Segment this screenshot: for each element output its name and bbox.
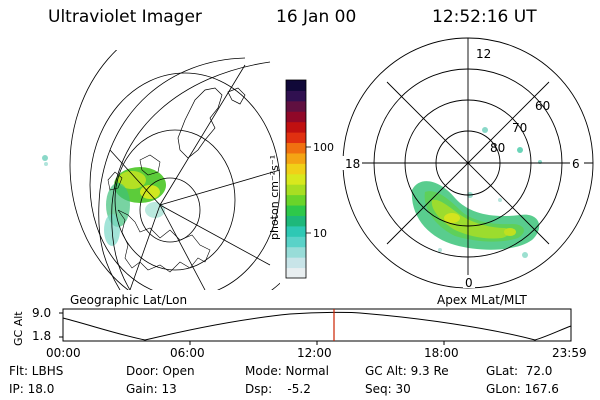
colorbar-segment [286, 236, 306, 248]
info-glat: GLat: 72.0 [486, 364, 553, 378]
colorbar-segment [286, 111, 306, 123]
polar-map [342, 37, 594, 289]
colorbar-segment [286, 80, 306, 91]
mlt-label-00: 0 [465, 276, 473, 290]
right-map-caption: Apex MLat/MLT [437, 293, 527, 307]
timeline-plot [59, 308, 572, 345]
colorbar-tick-100: 100 [313, 141, 334, 154]
info-filter: Flt: LBHS [9, 364, 64, 378]
timeline-xtick-1800: 18:00 [424, 346, 459, 360]
colorbar-segment [286, 215, 306, 227]
info-gain: Gain: 13 [126, 382, 177, 396]
colorbar-tick-10: 10 [313, 227, 327, 240]
timeline-ytick-bottom: 1.8 [32, 329, 51, 343]
colorbar-unit-label: photon cm⁻²s⁻¹ [268, 155, 281, 240]
colorbar-segment [286, 121, 306, 133]
mlt-label-12: 12 [476, 47, 491, 61]
timeline-xtick-1200: 12:00 [297, 346, 332, 360]
mlt-label-06: 6 [572, 157, 580, 171]
mlat-label-60: 60 [535, 99, 550, 113]
colorbar-segment [286, 194, 306, 206]
colorbar-segment [286, 152, 306, 164]
info-gc-alt: GC Alt: 9.3 Re [365, 364, 449, 378]
timeline-xtick-2359: 23:59 [552, 346, 587, 360]
colorbar-segment [286, 246, 306, 258]
timeline-ylabel: GC Alt [12, 311, 25, 346]
left-map-caption: Geographic Lat/Lon [70, 293, 188, 307]
timeline-xtick-0600: 06:00 [170, 346, 205, 360]
colorbar-frame [285, 79, 307, 279]
instrument-title: Ultraviolet Imager [48, 7, 202, 27]
mlat-label-80: 80 [490, 141, 505, 155]
geographic-map [42, 50, 280, 290]
date-label: 16 Jan 00 [276, 7, 357, 27]
colorbar-segment [286, 173, 306, 185]
colorbar-segment [286, 100, 306, 112]
info-ip: IP: 18.0 [9, 382, 55, 396]
colorbar [286, 80, 306, 279]
colorbar-segment [286, 205, 306, 216]
info-mode: Mode: Normal [245, 364, 329, 378]
colorbar-segment [286, 184, 306, 196]
colorbar-segment [286, 257, 306, 269]
time-label: 12:52:16 UT [432, 7, 537, 27]
colorbar-segment [286, 90, 306, 102]
info-door: Door: Open [126, 364, 195, 378]
info-seq: Seq: 30 [365, 382, 411, 396]
info-dsp: Dsp: -5.2 [245, 382, 311, 396]
aurora-emission-polar [411, 127, 542, 258]
colorbar-segment [286, 267, 306, 279]
colorbar-segment [286, 142, 306, 154]
mlat-label-70: 70 [512, 121, 527, 135]
colorbar-segment [286, 163, 306, 175]
info-glon: GLon: 167.6 [486, 382, 559, 396]
timeline-xtick-0000: 00:00 [46, 346, 81, 360]
timeline-ytick-top: 9.0 [32, 306, 51, 320]
colorbar-segment [286, 225, 306, 237]
colorbar-segment [286, 132, 306, 144]
mlt-label-18: 18 [345, 157, 360, 171]
